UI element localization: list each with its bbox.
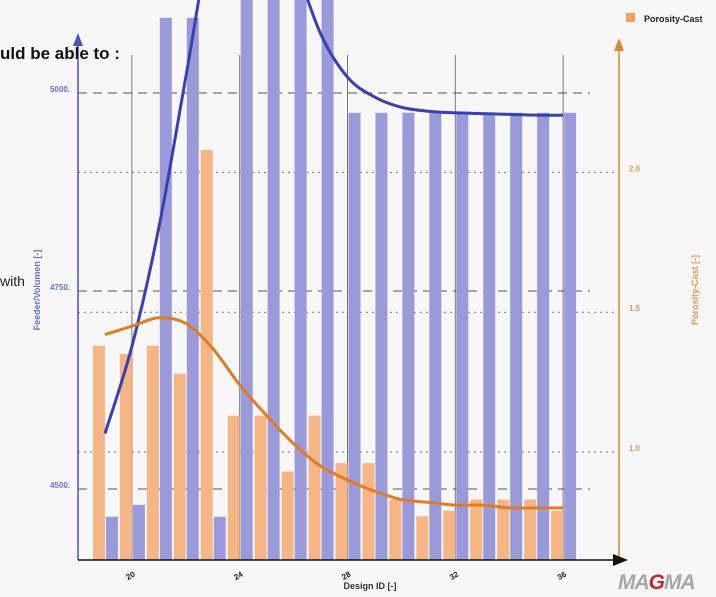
- left-axis-arrow-icon: [73, 33, 83, 46]
- porosity-bar: [119, 354, 132, 560]
- y2-tick-label: 1.0: [629, 444, 641, 453]
- bars-layer: [92, 0, 577, 561]
- right-axis-arrow-icon: [614, 38, 624, 51]
- legend-swatch-porosity: [626, 13, 635, 22]
- slide-text-fragment: with: [0, 273, 25, 289]
- porosity-bar: [200, 150, 213, 561]
- porosity-bar: [335, 463, 348, 560]
- feeder-bar: [132, 504, 145, 560]
- porosity-bar: [362, 463, 375, 560]
- feeder-curve: [103, 0, 564, 435]
- porosity-bar: [416, 516, 429, 560]
- feeder-bar: [159, 17, 172, 560]
- y2-tick-label: 1.5: [629, 304, 641, 313]
- y-tick-label: 5000.: [50, 85, 70, 94]
- porosity-bar: [443, 510, 456, 560]
- y2-tick-label: 2.0: [629, 164, 641, 173]
- porosity-bar: [524, 499, 537, 560]
- axes-layer: [73, 33, 628, 566]
- porosity-bar: [227, 415, 240, 560]
- feeder-bar: [267, 0, 280, 560]
- x-tick-label: 32: [448, 569, 461, 582]
- porosity-curve: [104, 316, 564, 510]
- lines-layer: [103, 0, 564, 510]
- porosity-bar: [254, 415, 267, 560]
- porosity-bar: [551, 510, 564, 560]
- legend-label-porosity: Porosity-Cast: [644, 14, 703, 24]
- porosity-bar: [173, 373, 186, 560]
- feeder-bar: [213, 516, 226, 560]
- porosity-bar: [92, 345, 105, 560]
- feeder-bar: [402, 112, 415, 561]
- porosity-bar: [389, 499, 402, 560]
- grid-layer: [78, 55, 618, 560]
- feeder-bar: [537, 112, 550, 561]
- labels-layer: 4500.4750.5000.5250.5500.1.01.52.0202428…: [50, 85, 641, 582]
- feeder-bar: [240, 0, 253, 560]
- feeder-bar: [186, 17, 199, 560]
- feeder-bar: [321, 0, 334, 560]
- y-axis-title: Feeder/Volumen [-]: [32, 250, 42, 331]
- y-tick-label: 4750.: [50, 283, 70, 292]
- feeder-bar: [375, 112, 388, 561]
- x-tick-label: 24: [232, 569, 245, 582]
- slide-heading-fragment: uld be able to :: [0, 44, 120, 63]
- x-axis-title: Design ID [-]: [344, 581, 397, 591]
- porosity-bar: [470, 499, 483, 560]
- x-tick-label: 20: [125, 569, 138, 582]
- legend: Porosity-Cast: [626, 13, 703, 24]
- x-axis-arrow-icon: [613, 554, 628, 566]
- y2-axis-title: Porosity-Cast [-]: [690, 255, 700, 325]
- x-tick-label: 36: [556, 569, 569, 582]
- porosity-bar: [308, 415, 321, 560]
- feeder-bar: [105, 516, 118, 560]
- feeder-bar: [348, 112, 361, 561]
- feeder-bar: [510, 112, 523, 561]
- feeder-bar: [294, 0, 307, 560]
- feeder-bar: [483, 112, 496, 561]
- magma-logo: MAGMA: [618, 571, 696, 594]
- porosity-bar: [497, 499, 510, 560]
- porosity-bar: [146, 345, 159, 560]
- feeder-bar: [429, 112, 442, 561]
- y-tick-label: 4500.: [50, 481, 70, 490]
- feeder-bar: [564, 112, 577, 561]
- porosity-bar: [281, 471, 294, 560]
- feeder-bar: [456, 112, 469, 561]
